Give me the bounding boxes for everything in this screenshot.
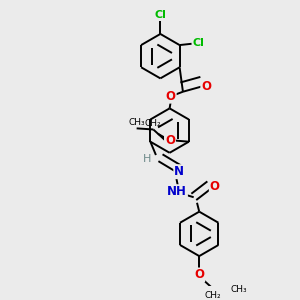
Text: O: O	[166, 90, 176, 103]
Text: CH₂: CH₂	[204, 290, 221, 299]
Text: NH: NH	[167, 185, 187, 198]
Text: O: O	[210, 180, 220, 193]
Text: N: N	[174, 165, 184, 178]
Text: CH₃: CH₃	[230, 285, 247, 294]
Text: O: O	[165, 134, 175, 147]
Text: H: H	[143, 154, 151, 164]
Text: CH₂: CH₂	[145, 119, 162, 128]
Text: O: O	[194, 268, 204, 281]
Text: Cl: Cl	[193, 38, 204, 48]
Text: CH₃: CH₃	[128, 118, 145, 127]
Text: O: O	[201, 80, 211, 93]
Text: Cl: Cl	[154, 10, 166, 20]
